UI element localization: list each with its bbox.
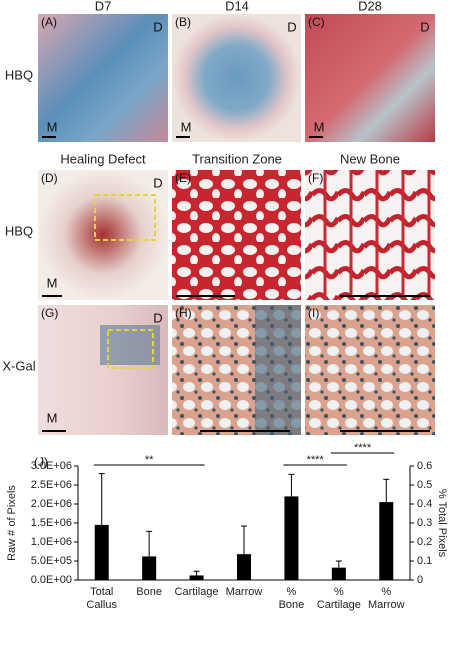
y-axis-label: Raw # of Pixels <box>6 485 18 561</box>
scale-bars <box>42 136 430 432</box>
y-tick-label: 2.5E+06 <box>31 479 72 491</box>
significance-label: **** <box>354 442 372 454</box>
column-header: Transition Zone <box>192 151 282 166</box>
panel-mark: M <box>47 410 58 425</box>
panel-mark: M <box>47 119 58 134</box>
row-label: HBQ <box>5 223 33 238</box>
image-c <box>305 14 435 142</box>
x-tick-label: Bone <box>136 586 162 598</box>
panel-label: (G) <box>41 306 58 320</box>
row-label: X-Gal <box>2 358 35 373</box>
row-label: HBQ <box>5 67 33 82</box>
x-tick-label: % <box>287 586 297 598</box>
y-tick-label: 2.0E+06 <box>31 498 72 510</box>
panel-label: (D) <box>41 171 58 185</box>
column-header: D14 <box>225 0 249 13</box>
image-b <box>172 14 301 142</box>
image-a <box>38 14 168 142</box>
y-tick-label: 5.0E+05 <box>31 555 72 567</box>
column-header: D28 <box>358 0 382 13</box>
significance-label: ** <box>145 454 154 466</box>
y2-axis-label: % Total Pixels <box>436 489 448 558</box>
y-tick-label: 1.5E+06 <box>31 517 72 529</box>
panel-label: (F) <box>308 171 323 185</box>
panel-mark: M <box>314 119 325 134</box>
bar <box>142 556 157 580</box>
significance-label: **** <box>307 454 325 466</box>
panel-mark: M <box>47 275 58 290</box>
panel-label: (E) <box>175 171 191 185</box>
x-tick-label: Cartilage <box>317 599 361 611</box>
y2-tick-label: 0.3 <box>417 517 432 529</box>
y2-tick-label: 0.6 <box>417 460 432 472</box>
x-tick-label: Marrow <box>226 586 263 598</box>
blue-region <box>255 305 301 435</box>
y2-tick-label: 0.1 <box>417 555 432 567</box>
column-header: D7 <box>95 0 112 13</box>
panel-label: (B) <box>175 15 191 29</box>
image-g <box>38 305 168 435</box>
panel-mark: D <box>153 310 162 325</box>
x-tick-label: Marrow <box>368 599 405 611</box>
micrographs <box>38 14 435 435</box>
panel-mark: D <box>420 19 429 34</box>
panel-mark: M <box>181 119 192 134</box>
y-tick-label: 1.0E+06 <box>31 536 72 548</box>
zoom-box <box>94 194 156 241</box>
y2-tick-label: 0.4 <box>417 498 432 510</box>
panel-label: (A) <box>41 15 57 29</box>
y2-tick-label: 0.5 <box>417 479 432 491</box>
bar <box>379 502 394 580</box>
panel-mark: D <box>153 19 162 34</box>
image-e <box>172 170 301 300</box>
y-tick-label: 0.0E+00 <box>31 574 72 586</box>
panel-label: (I) <box>308 306 319 320</box>
column-header: New Bone <box>340 151 400 166</box>
x-tick-label: Cartilage <box>175 586 219 598</box>
image-d <box>38 170 168 300</box>
x-tick-label: Bone <box>279 599 305 611</box>
x-tick-label: Callus <box>86 599 117 611</box>
x-tick-label: % <box>381 586 391 598</box>
blue-region <box>100 325 160 365</box>
image-f <box>305 170 435 300</box>
y2-tick-label: 0.2 <box>417 536 432 548</box>
bar <box>94 524 109 580</box>
bar <box>189 575 204 580</box>
panel-mark: D <box>287 19 296 34</box>
x-tick-label: % <box>334 586 344 598</box>
bar <box>237 554 251 580</box>
panel-mark: D <box>153 175 162 190</box>
y2-tick-label: 0 <box>417 574 423 586</box>
image-i <box>305 305 435 435</box>
panel-label: (J) <box>34 455 48 469</box>
column-header: Healing Defect <box>60 151 146 166</box>
x-tick-label: Total <box>90 586 113 598</box>
bar <box>284 496 299 580</box>
panel-label: (C) <box>308 15 325 29</box>
bar <box>331 567 346 580</box>
panel-label: (H) <box>175 306 192 320</box>
zoom-box <box>107 329 154 369</box>
y-tick-label: 3.0E+06 <box>31 460 72 472</box>
